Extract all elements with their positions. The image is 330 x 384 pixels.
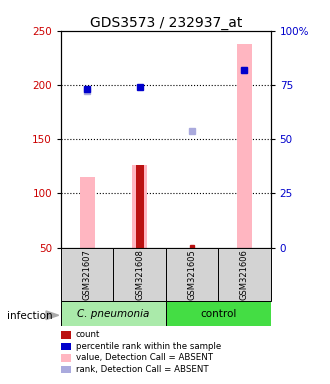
Bar: [132, 165, 147, 248]
Bar: [61, 248, 114, 301]
Bar: [218, 248, 271, 301]
Bar: [237, 44, 252, 248]
Bar: [166, 301, 271, 326]
Bar: [114, 248, 166, 301]
Text: percentile rank within the sample: percentile rank within the sample: [76, 342, 221, 351]
Bar: [166, 248, 218, 301]
Bar: [61, 301, 166, 326]
Text: C. pneumonia: C. pneumonia: [77, 309, 149, 319]
Bar: [136, 165, 144, 248]
Text: rank, Detection Call = ABSENT: rank, Detection Call = ABSENT: [76, 365, 209, 374]
Text: infection: infection: [7, 311, 52, 321]
Text: value, Detection Call = ABSENT: value, Detection Call = ABSENT: [76, 353, 213, 362]
Bar: [80, 177, 95, 248]
Text: GSM321607: GSM321607: [83, 249, 92, 300]
Title: GDS3573 / 232937_at: GDS3573 / 232937_at: [90, 16, 242, 30]
Text: control: control: [200, 309, 236, 319]
Polygon shape: [46, 311, 59, 319]
Text: GSM321606: GSM321606: [240, 249, 249, 300]
Text: GSM321605: GSM321605: [187, 249, 197, 300]
Text: count: count: [76, 330, 100, 339]
Text: GSM321608: GSM321608: [135, 249, 144, 300]
